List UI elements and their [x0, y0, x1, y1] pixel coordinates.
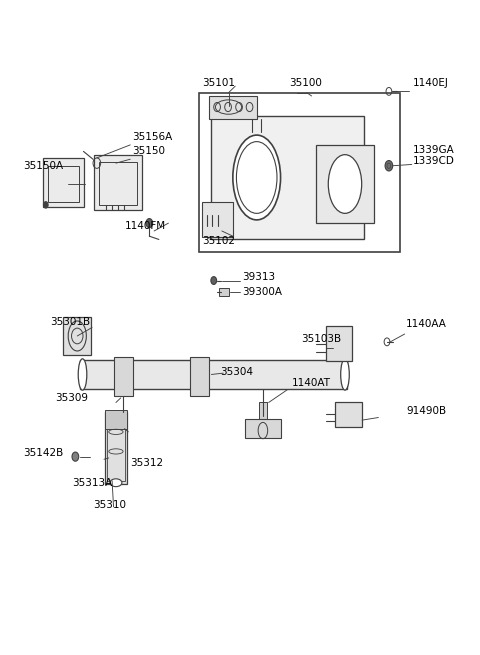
Text: 35313A: 35313A [72, 477, 112, 488]
Text: 35103B: 35103B [301, 334, 341, 345]
Text: 35100: 35100 [289, 78, 322, 88]
Bar [336, 402, 362, 426]
Text: 35102: 35102 [202, 236, 235, 246]
Text: 35101: 35101 [202, 78, 235, 88]
Ellipse shape [110, 479, 122, 487]
Bar [108, 416, 125, 481]
Bar [211, 115, 364, 240]
Bar [80, 360, 348, 390]
Bar [95, 155, 142, 210]
Bar [48, 166, 79, 202]
Bar [316, 145, 373, 223]
Text: 91490B: 91490B [406, 406, 446, 416]
Text: 1339GA: 1339GA [413, 145, 455, 155]
Bar [43, 158, 84, 207]
Bar [99, 162, 137, 205]
Bar [63, 317, 91, 355]
Text: 35310: 35310 [93, 500, 126, 510]
Ellipse shape [233, 135, 281, 220]
Circle shape [72, 452, 79, 461]
Circle shape [146, 219, 153, 228]
Text: 39313: 39313 [242, 272, 276, 282]
Text: 35142B: 35142B [23, 448, 63, 458]
Ellipse shape [78, 359, 87, 390]
Text: 35156A: 35156A [132, 132, 173, 142]
Circle shape [43, 202, 48, 208]
Text: 35309: 35309 [55, 393, 88, 403]
Text: 1140EJ: 1140EJ [413, 78, 449, 88]
Text: 35312: 35312 [130, 458, 163, 468]
Text: 1140AA: 1140AA [406, 319, 447, 329]
Text: 39300A: 39300A [242, 287, 282, 297]
Bar [209, 96, 257, 119]
Circle shape [211, 276, 216, 284]
Circle shape [385, 160, 393, 171]
Bar [106, 412, 127, 484]
Text: 1140FM: 1140FM [124, 221, 166, 231]
Text: 35304: 35304 [220, 367, 253, 377]
Bar [218, 288, 229, 296]
Bar [199, 93, 400, 252]
Text: 1140AT: 1140AT [291, 378, 331, 388]
Bar [114, 357, 132, 396]
Bar [106, 410, 127, 428]
Bar [259, 402, 267, 420]
Ellipse shape [341, 359, 349, 390]
Bar [190, 357, 209, 396]
Bar [245, 419, 281, 438]
Bar [326, 326, 352, 362]
Text: 35150A: 35150A [23, 160, 63, 171]
Text: 1339CD: 1339CD [413, 156, 455, 166]
Ellipse shape [328, 155, 362, 214]
Text: 35301B: 35301B [50, 317, 90, 328]
Bar [202, 202, 233, 238]
Text: 35150: 35150 [132, 147, 166, 157]
